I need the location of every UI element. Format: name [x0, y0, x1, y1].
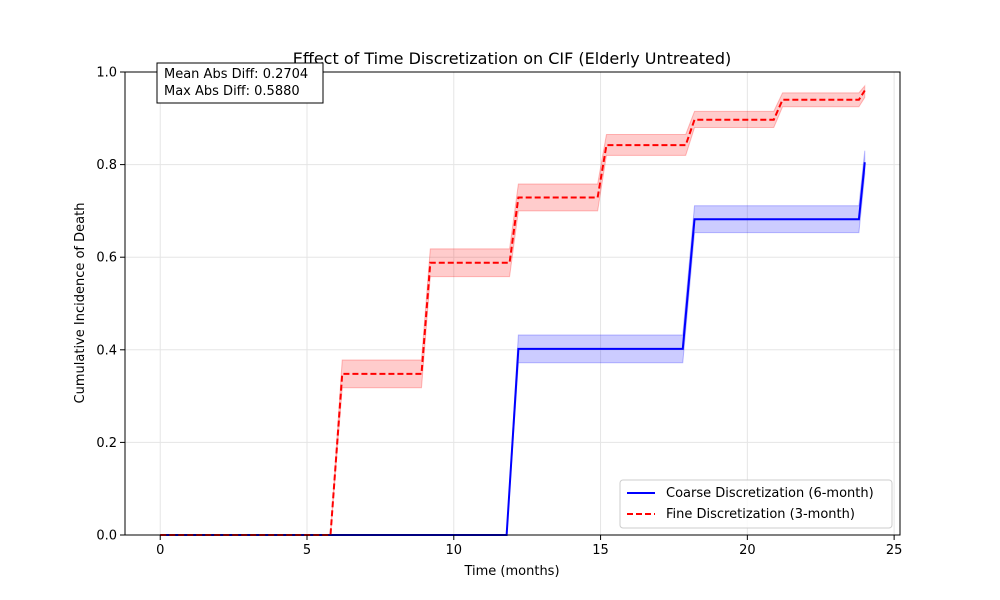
chart-title: Effect of Time Discretization on CIF (El…	[293, 49, 732, 68]
annotation-box	[156, 62, 324, 104]
confidence-band-coarse	[160, 150, 866, 536]
annotation-mean-diff: Mean Abs Diff: 0.2704	[164, 67, 308, 82]
x-tick-label: 15	[592, 543, 609, 558]
x-tick-label: 0	[156, 543, 164, 558]
plot-frame	[124, 71, 901, 536]
grid	[125, 71, 900, 536]
y-axis-ticks: 0.0 0.2 0.4 0.6 0.8 1.0	[96, 66, 125, 544]
y-tick-label: 0.2	[96, 436, 117, 451]
x-axis-label: Time (months)	[463, 564, 559, 579]
x-tick-label: 25	[886, 543, 903, 558]
confidence-band-fine	[160, 84, 866, 536]
series-line-fine	[160, 89, 866, 536]
annotation-max-diff: Max Abs Diff: 0.5880	[164, 84, 300, 99]
stats-annotation: Mean Abs Diff: 0.2704 Max Abs Diff: 0.58…	[156, 62, 324, 104]
x-tick-label: 20	[739, 543, 756, 558]
legend-label-coarse: Coarse Discretization (6-month)	[666, 486, 874, 501]
x-tick-label: 5	[303, 543, 311, 558]
y-tick-label: 0.6	[96, 251, 117, 266]
legend-label-fine: Fine Discretization (3-month)	[666, 507, 855, 522]
series-lines	[160, 89, 866, 536]
y-tick-label: 1.0	[96, 66, 117, 81]
x-tick-label: 10	[446, 543, 463, 558]
legend: Coarse Discretization (6-month) Fine Dis…	[619, 479, 893, 529]
y-tick-label: 0.0	[96, 529, 117, 544]
y-tick-label: 0.4	[96, 343, 117, 358]
confidence-bands	[160, 84, 866, 536]
y-tick-label: 0.8	[96, 158, 117, 173]
legend-box	[619, 479, 893, 529]
y-axis-label: Cumulative Incidence of Death	[73, 203, 88, 404]
x-axis-ticks: 0 5 10 15 20 25	[156, 535, 902, 558]
